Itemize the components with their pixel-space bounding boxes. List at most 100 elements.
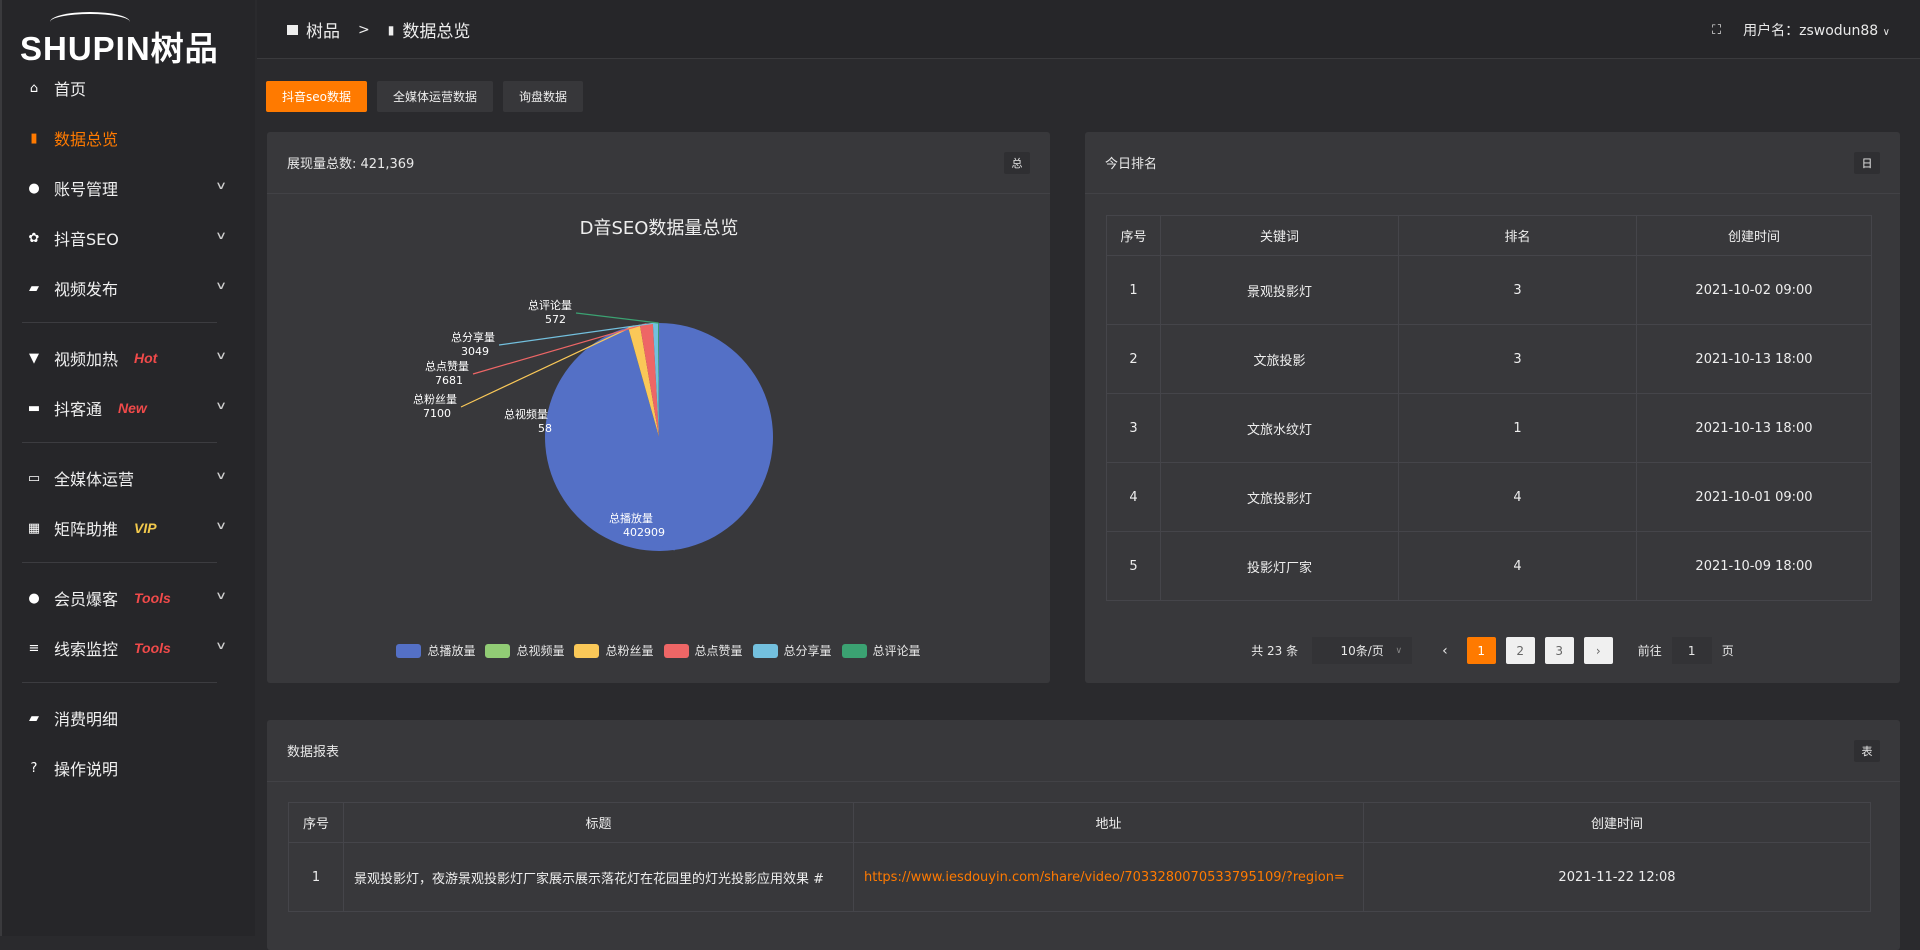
page-button[interactable]: 3 <box>1544 637 1574 664</box>
chart-title: D音SEO数据量总览 <box>580 218 739 239</box>
pagination: 共 23 条 10条/页 ∨ ‹ 1 2 3 › 前往 1 页 <box>1085 637 1900 664</box>
help-icon: ? <box>30 760 38 776</box>
legend-item[interactable]: 总粉丝量 <box>574 642 654 659</box>
legend-item[interactable]: 总播放量 <box>396 642 475 659</box>
column-header: 关键词 <box>1160 215 1399 256</box>
slice-value: 7100 <box>423 407 451 420</box>
page-size-select[interactable]: 10条/页 ∨ <box>1312 637 1413 664</box>
sidebar-item-label: 视频发布 <box>54 280 119 299</box>
sidebar-item-label: 数据总览 <box>54 130 119 149</box>
sidebar-item[interactable]: ▬ 抖客通 New ∨ <box>2 383 257 433</box>
goto-page-input[interactable]: 1 <box>1671 637 1712 664</box>
prev-page-button[interactable]: ‹ <box>1442 642 1448 659</box>
slice-label: 总点赞量 <box>425 359 469 373</box>
overview-card: 展现量总数: 421,369 总 D音SEO数据量总览 总播放量 402909 总视频… <box>267 132 1050 683</box>
row-index: 4 <box>1106 462 1161 532</box>
pie-slice[interactable] <box>628 324 659 437</box>
label-line <box>498 322 656 346</box>
total-count: 共 23 条 <box>1251 644 1299 658</box>
sidebar-item[interactable]: ▼ 视频加热 Hot ∨ <box>2 333 257 383</box>
page-button[interactable]: 1 <box>1466 637 1496 664</box>
legend-label: 总分享量 <box>783 644 832 658</box>
chevron-down-icon: ∨ <box>214 589 228 602</box>
overview-tag-button[interactable]: 总 <box>1004 152 1030 174</box>
chevron-down-icon: ∨ <box>214 469 228 482</box>
column-header: 序号 <box>288 802 344 843</box>
sidebar-item[interactable]: ● 账号管理 ∨ <box>2 163 257 213</box>
column-header: 地址 <box>853 802 1364 843</box>
sidebar-nav: ⌂ 首页 ▮ 数据总览 ● 账号管理 ∨ ✿ 抖音SEO ∨ ▰ 视频发布 ∨ ▼ 视频加热 Hot ∨ ▬ 抖客通… <box>2 63 257 793</box>
sidebar-item[interactable]: ✿ 抖音SEO ∨ <box>2 213 257 263</box>
chevron-down-icon: ∨ <box>214 229 228 242</box>
chevron-down-icon: ∨ <box>214 179 228 192</box>
report-tag-button[interactable]: 表 <box>1854 740 1880 762</box>
row-url-link[interactable]: https://www.iesdouyin.com/share/video/70… <box>853 842 1364 912</box>
sidebar-item[interactable]: ? 操作说明 <box>2 743 257 793</box>
tab-all-media[interactable]: 全媒体运营数据 <box>376 81 493 112</box>
row-rank: 4 <box>1398 531 1637 601</box>
sidebar-item-label: 消费明细 <box>54 710 119 729</box>
image-icon <box>287 24 298 35</box>
user-menu[interactable]: 用户名：zswodun88 ∨ <box>1743 20 1890 40</box>
sidebar-item[interactable]: ⌂ 首页 <box>2 63 257 113</box>
chevron-down-icon: ∨ <box>1395 645 1403 656</box>
pie-slice[interactable] <box>652 323 659 437</box>
wallet-icon: ▰ <box>29 710 39 726</box>
chevron-down-icon: ∨ <box>214 279 228 292</box>
pie-slice[interactable] <box>639 323 659 437</box>
pie-slice[interactable] <box>545 323 774 551</box>
ranking-tag-button[interactable]: 日 <box>1854 152 1880 174</box>
tab-douyin-seo[interactable]: 抖音seo数据 <box>266 81 367 112</box>
next-page-button[interactable]: › <box>1583 637 1613 664</box>
legend-item[interactable]: 总点赞量 <box>663 642 743 659</box>
sidebar-item-label: 矩阵助推 <box>54 520 119 539</box>
sidebar-item-label: 抖音SEO <box>54 230 119 249</box>
tab-inquiry[interactable]: 询盘数据 <box>503 81 584 112</box>
sliders-icon: ≡ <box>28 640 40 656</box>
slice-label: 总粉丝量 <box>413 392 457 406</box>
row-index: 1 <box>288 842 344 912</box>
username: 用户名：zswodun88 <box>1743 23 1879 39</box>
sidebar-item[interactable]: ▮ 数据总览 <box>2 113 257 163</box>
sidebar-item[interactable]: ≡ 线索监控 Tools ∨ <box>2 623 257 673</box>
row-created-time: 2021-10-01 09:00 <box>1636 462 1872 532</box>
sidebar-item[interactable]: ▰ 消费明细 <box>2 693 257 743</box>
report-table: 序号 标题 地址 创建时间 1 景观投影灯，夜游景观投影灯厂家展示展示落花灯在花… <box>288 802 1871 912</box>
pie-slice[interactable] <box>658 323 659 437</box>
sidebar-item[interactable]: ● 会员爆客 Tools ∨ <box>2 573 257 623</box>
sidebar-item-label: 线索监控 <box>54 640 119 659</box>
data-tabs: 抖音seo数据 全媒体运营数据 询盘数据 <box>266 81 584 112</box>
sidebar-item-label: 首页 <box>54 80 87 99</box>
page-button[interactable]: 2 <box>1505 637 1535 664</box>
column-header: 标题 <box>343 802 854 843</box>
pie-slice[interactable] <box>628 327 659 437</box>
legend-item[interactable]: 总分享量 <box>752 642 832 659</box>
ranking-title: 今日排名 <box>1105 157 1158 172</box>
breadcrumb-home[interactable]: 树品 <box>306 22 340 42</box>
legend-swatch <box>841 643 867 658</box>
page-unit: 页 <box>1721 644 1734 658</box>
column-header: 排名 <box>1398 215 1637 256</box>
sidebar-badge: New <box>118 400 147 416</box>
legend-swatch <box>485 643 511 658</box>
sidebar-badge: Tools <box>134 640 171 656</box>
legend-item[interactable]: 总评论量 <box>841 642 921 659</box>
legend-item[interactable]: 总视频量 <box>485 642 564 659</box>
breadcrumb-current: 数据总览 <box>402 22 471 42</box>
ranking-table-scroll[interactable]: 序号 关键词 排名 创建时间 1 景观投影灯 3 2021-10-02 09:00 2 文… <box>1106 215 1872 602</box>
gear-icon: ✿ <box>28 230 40 246</box>
sidebar-item[interactable]: ▦ 矩阵助推 VIP ∨ <box>2 503 257 553</box>
logo[interactable]: SHUPIN树品 <box>20 12 230 67</box>
row-title: 景观投影灯，夜游景观投影灯厂家展示展示落花灯在花园里的灯光投影应用效果 # <box>343 842 854 912</box>
report-title: 数据报表 <box>287 745 340 760</box>
sidebar-item-label: 全媒体运营 <box>54 470 135 489</box>
sidebar-item[interactable]: ▰ 视频发布 ∨ <box>2 263 257 313</box>
sidebar-item[interactable]: ▭ 全媒体运营 ∨ <box>2 453 257 503</box>
fullscreen-icon[interactable]: ⛶ <box>1712 22 1722 38</box>
table-row: 1 景观投影灯 3 2021-10-02 09:00 <box>1106 255 1872 325</box>
row-index: 5 <box>1106 531 1161 601</box>
label-line <box>575 312 659 324</box>
row-rank: 4 <box>1398 462 1637 532</box>
grid-icon: ▦ <box>27 520 41 536</box>
